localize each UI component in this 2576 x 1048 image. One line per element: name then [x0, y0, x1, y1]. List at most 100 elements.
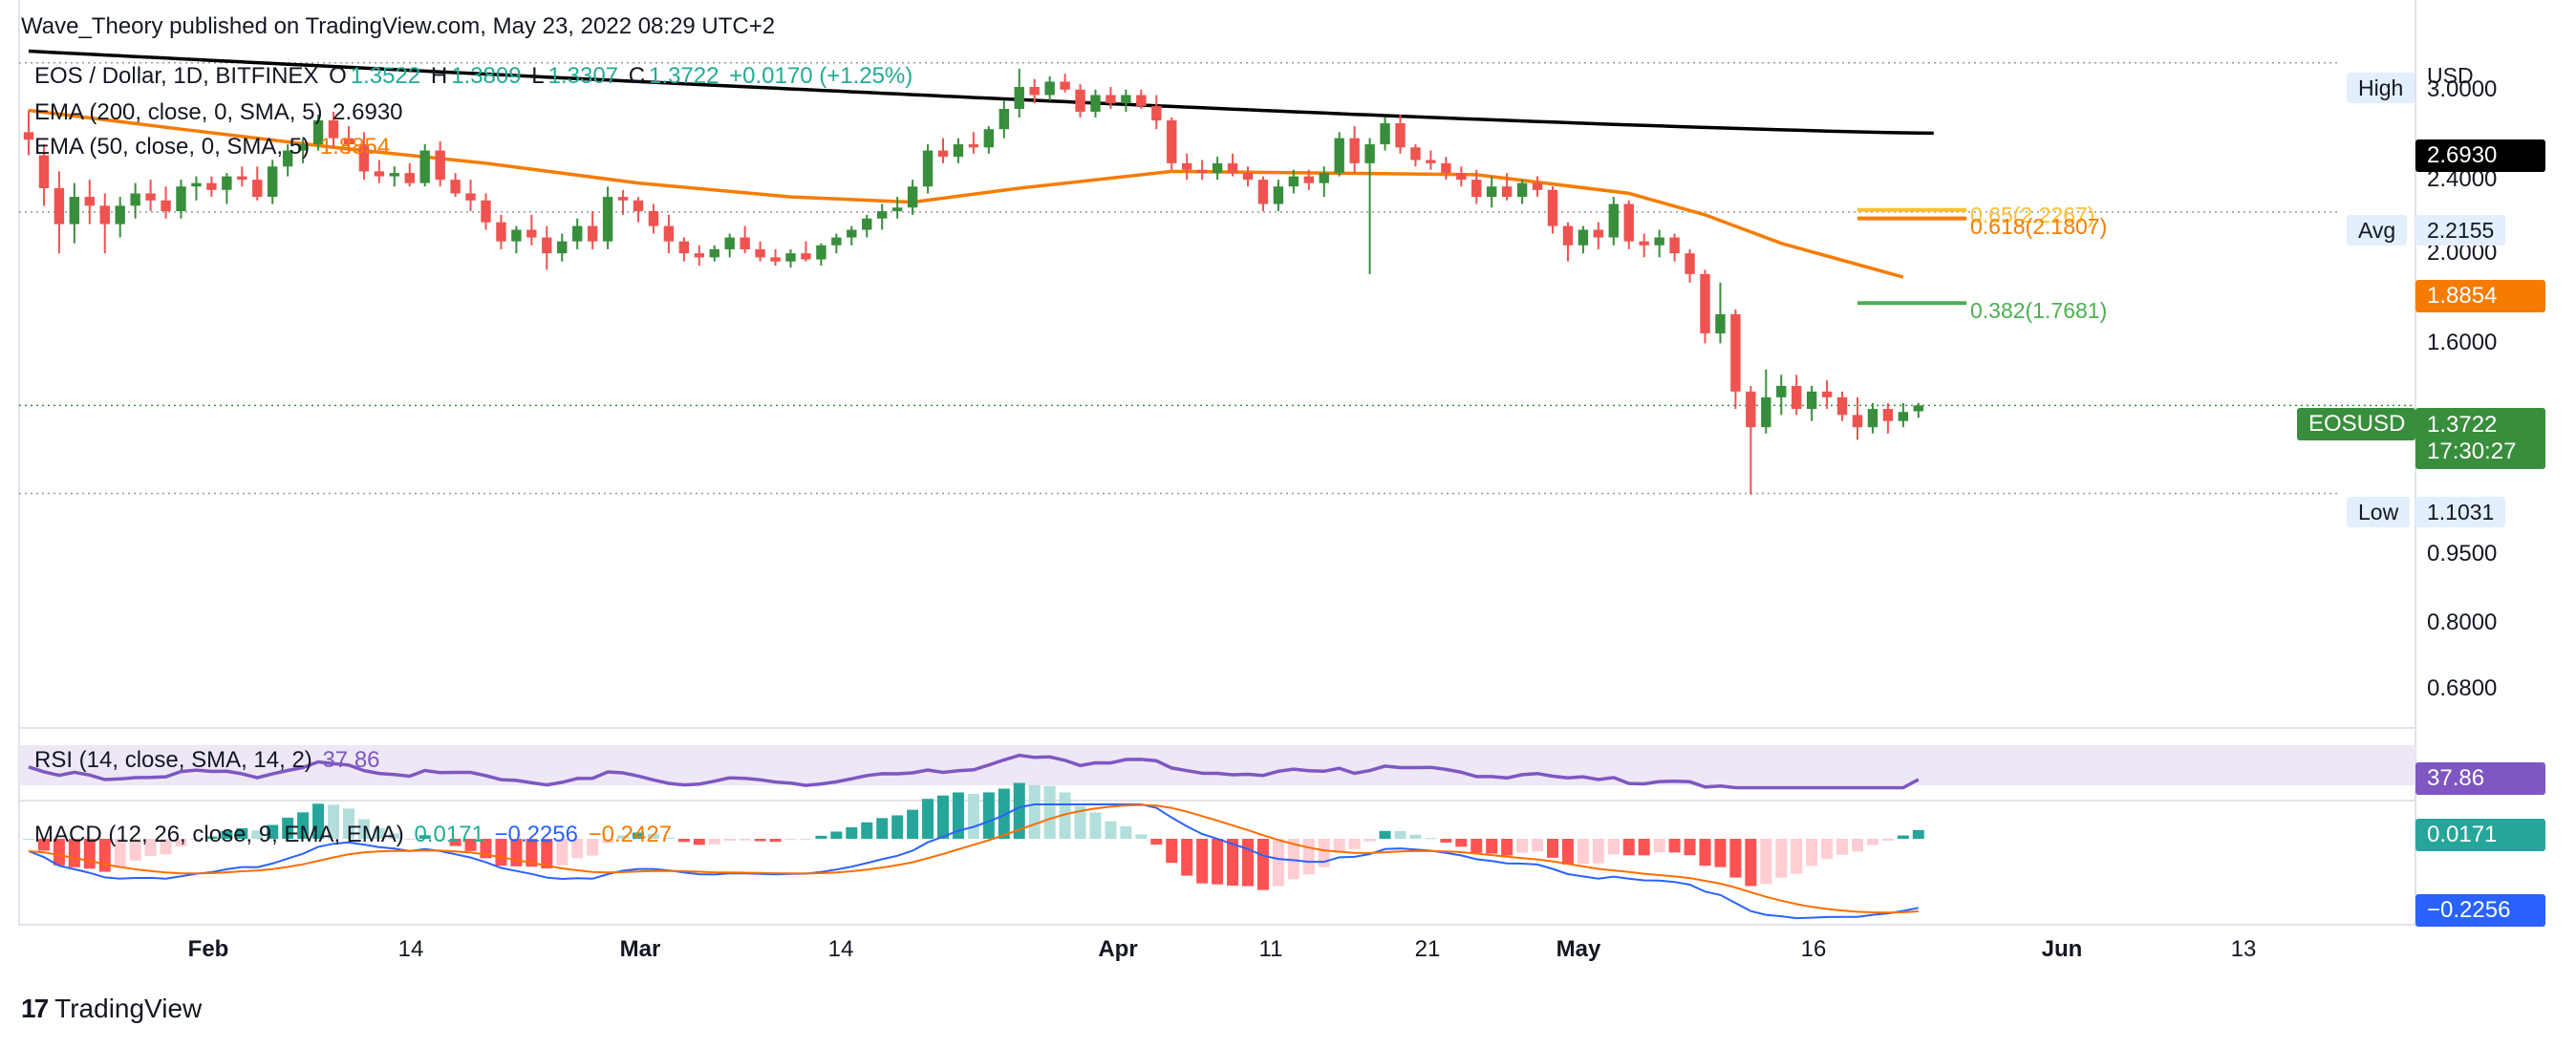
candle: [23, 132, 34, 140]
macd-histogram-bar: [1486, 839, 1498, 854]
price-tick: 0.6800: [2427, 674, 2498, 701]
price-tick: 0.9500: [2427, 540, 2498, 567]
candle: [1562, 225, 1574, 246]
candle: [801, 253, 811, 260]
candle: [526, 229, 537, 238]
macd-histogram-bar: [419, 835, 431, 839]
candle: [1669, 237, 1680, 254]
macd-histogram-bar: [1394, 830, 1406, 839]
candle: [450, 180, 461, 194]
macd-histogram-bar: [1196, 839, 1209, 884]
macd-histogram-bar: [1561, 839, 1574, 865]
candle: [176, 186, 186, 212]
macd-histogram-bar: [633, 832, 644, 839]
candle: [1075, 89, 1085, 112]
macd-histogram-bar: [328, 804, 339, 839]
candle: [770, 257, 781, 262]
macd-histogram-bar: [846, 826, 858, 839]
macd-histogram-bar: [1440, 839, 1452, 843]
macd-histogram-bar: [693, 839, 705, 845]
macd-histogram-bar: [1043, 785, 1056, 839]
ema50-value: 1.8854: [319, 134, 391, 160]
candle: [374, 171, 385, 177]
candle: [145, 193, 156, 201]
candle: [389, 173, 399, 177]
candle: [709, 248, 719, 258]
candle: [831, 237, 842, 246]
macd-label: MACD (12, 26, close, 9, EMA, EMA): [34, 822, 404, 847]
candle: [404, 173, 415, 183]
time-tick: 14: [827, 936, 854, 962]
macd-histogram-bar: [1638, 839, 1650, 856]
candle: [1836, 396, 1848, 416]
symbol-price-tag: EOSUSD: [2297, 408, 2415, 440]
rsi-value-tag: 37.86: [2415, 762, 2545, 795]
time-tick: 14: [397, 936, 424, 962]
fib-0382-label: 0.382(1.7681): [1970, 298, 2108, 323]
time-tick: 16: [1800, 936, 1827, 962]
candle: [847, 229, 857, 238]
candle: [1273, 186, 1284, 204]
candle: [1471, 180, 1482, 198]
candle: [1882, 409, 1894, 421]
macd-histogram-bar: [1227, 839, 1239, 887]
macd-histogram-bar: [1516, 839, 1529, 853]
macd-histogram-bar: [541, 839, 553, 869]
last-price-tag: 1.3722 17:30:27: [2415, 408, 2545, 469]
price-tick: 1.6000: [2427, 330, 2498, 356]
footer-brand: TradingView: [54, 994, 203, 1023]
macd-histogram-bar: [1653, 839, 1665, 853]
candle: [785, 253, 796, 262]
macd-histogram-bar: [1242, 839, 1254, 887]
macd-histogram-bar: [205, 836, 218, 839]
candle: [663, 225, 675, 242]
candle: [587, 225, 598, 242]
candle: [1776, 385, 1787, 397]
candle: [1121, 95, 1131, 104]
macd-histogram-bar: [1256, 839, 1269, 890]
low-label: L: [531, 63, 545, 89]
candle: [191, 182, 202, 187]
ema200-legend[interactable]: EMA (200, close, 0, SMA, 5) 2.6930: [34, 99, 407, 126]
candle: [1913, 405, 1923, 412]
close-label: C: [628, 63, 646, 89]
macd-histogram-bar: [587, 839, 599, 856]
candle: [724, 237, 735, 249]
candle: [1700, 273, 1710, 333]
change-value: +0.0170 (+1.25%): [729, 63, 913, 89]
macd-line: [28, 803, 1919, 920]
macd-histogram-bar: [1105, 821, 1117, 839]
high-tag: High: [2347, 73, 2415, 103]
high-label: H: [430, 63, 448, 89]
candle: [84, 197, 95, 206]
macd-histogram-bar: [1806, 839, 1818, 866]
macd-histogram-bar: [267, 824, 279, 839]
candle: [648, 211, 659, 226]
macd-histogram-bar: [160, 839, 172, 855]
candle: [755, 248, 765, 258]
last-price: 1.3722: [2427, 412, 2498, 438]
ema50-label: EMA (50, close, 0, SMA, 5): [34, 134, 311, 160]
candle: [328, 120, 339, 139]
macd-histogram-bar: [236, 827, 248, 839]
candle: [297, 144, 309, 151]
macd-legend[interactable]: MACD (12, 26, close, 9, EMA, EMA) 0.0171…: [34, 822, 676, 848]
candle: [1334, 138, 1344, 174]
candle: [1151, 106, 1162, 121]
macd-histogram-bar: [952, 792, 964, 839]
macd-histogram-bar: [1866, 839, 1878, 845]
symbol-name[interactable]: EOS / Dollar, 1D, BITFINEX: [34, 63, 319, 89]
ema200-price-tag: 2.6930: [2415, 139, 2545, 172]
rsi-line: [28, 753, 1920, 790]
macd-histogram-bar: [1074, 805, 1086, 839]
macd-histogram-bar: [1729, 839, 1742, 878]
ema50-legend[interactable]: EMA (50, close, 0, SMA, 5) 1.8854: [34, 134, 394, 160]
tradingview-footer[interactable]: 17 TradingView: [21, 994, 202, 1024]
candle: [481, 200, 491, 223]
macd-histogram-bar: [815, 835, 827, 839]
candle: [1593, 229, 1604, 238]
time-tick: 11: [1258, 936, 1283, 962]
rsi-legend[interactable]: RSI (14, close, SMA, 14, 2) 37.86: [34, 747, 384, 774]
candle: [1547, 189, 1558, 226]
